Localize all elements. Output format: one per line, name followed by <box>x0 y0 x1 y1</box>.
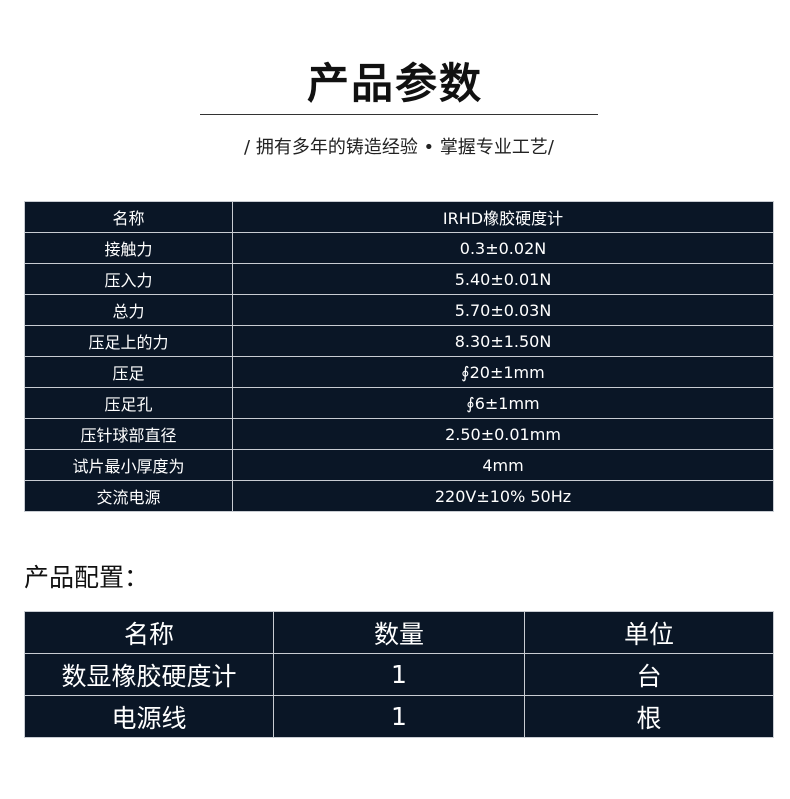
config-cell: 根 <box>524 695 774 738</box>
page-subtitle: / 拥有多年的铸造经验 • 掌握专业工艺/ <box>244 137 554 158</box>
spec-row: 压针球部直径 2.50±0.01mm <box>24 418 774 450</box>
spec-row: 压足孔 ∮6±1mm <box>24 387 774 419</box>
config-heading: 产品配置： <box>24 563 150 592</box>
spec-key: 压入力 <box>24 263 233 295</box>
spec-value: 8.30±1.50N <box>232 325 774 357</box>
spec-row: 压足 ∮20±1mm <box>24 356 774 388</box>
spec-value: 2.50±0.01mm <box>232 418 774 450</box>
spec-row: 接触力 0.3±0.02N <box>24 232 774 264</box>
spec-key: 总力 <box>24 294 233 326</box>
config-cell: 电源线 <box>24 695 274 738</box>
config-header-row: 名称 数量 单位 <box>24 611 774 654</box>
spec-value: 220V±10% 50Hz <box>232 480 774 512</box>
spec-row: 压足上的力 8.30±1.50N <box>24 325 774 357</box>
spec-key: 接触力 <box>24 232 233 264</box>
spec-row: 名称 IRHD橡胶硬度计 <box>24 201 774 233</box>
spec-key: 压足 <box>24 356 233 388</box>
config-cell: 1 <box>273 653 525 696</box>
spec-key: 压足孔 <box>24 387 233 419</box>
spec-value: 4mm <box>232 449 774 481</box>
spec-value: ∮20±1mm <box>232 356 774 388</box>
config-column-header: 数量 <box>273 611 525 654</box>
config-row: 数显橡胶硬度计 1 台 <box>24 653 774 696</box>
config-cell: 1 <box>273 695 525 738</box>
spec-row: 交流电源 220V±10% 50Hz <box>24 480 774 512</box>
spec-key: 交流电源 <box>24 480 233 512</box>
spec-key: 压足上的力 <box>24 325 233 357</box>
spec-key: 试片最小厚度为 <box>24 449 233 481</box>
spec-key: 名称 <box>24 201 233 233</box>
config-column-header: 名称 <box>24 611 274 654</box>
page-title: 产品参数 <box>306 59 483 108</box>
spec-value: 5.70±0.03N <box>232 294 774 326</box>
config-cell: 台 <box>524 653 774 696</box>
spec-row: 总力 5.70±0.03N <box>24 294 774 326</box>
config-table: 名称 数量 单位 数显橡胶硬度计 1 台电源线 1 根 <box>24 611 774 738</box>
spec-value: 0.3±0.02N <box>232 232 774 264</box>
config-row: 电源线 1 根 <box>24 695 774 738</box>
spec-value: IRHD橡胶硬度计 <box>232 201 774 233</box>
spec-value: ∮6±1mm <box>232 387 774 419</box>
spec-key: 压针球部直径 <box>24 418 233 450</box>
spec-table: 名称 IRHD橡胶硬度计 接触力 0.3±0.02N 压入力 5.40±0.01N 总力 5.… <box>24 201 774 512</box>
spec-value: 5.40±0.01N <box>232 263 774 295</box>
config-column-header: 单位 <box>524 611 774 654</box>
spec-row: 试片最小厚度为 4mm <box>24 449 774 481</box>
spec-row: 压入力 5.40±0.01N <box>24 263 774 295</box>
title-divider <box>200 114 598 115</box>
config-cell: 数显橡胶硬度计 <box>24 653 274 696</box>
